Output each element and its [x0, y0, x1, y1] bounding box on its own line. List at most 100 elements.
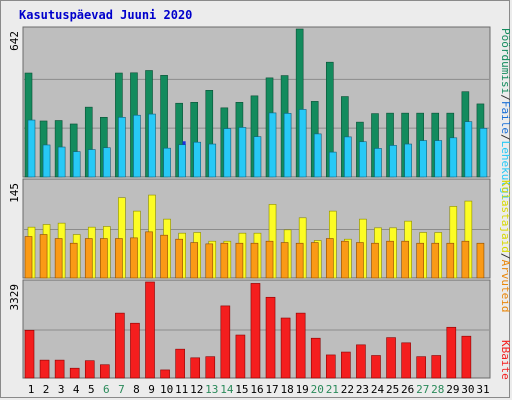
- kbytes-bar: [190, 357, 201, 379]
- kbytes-bar: [295, 312, 306, 379]
- hosts-bar: [295, 242, 304, 279]
- hosts-bar: [220, 242, 229, 279]
- x-tick-label: 2: [43, 383, 50, 396]
- files-bar: [404, 143, 412, 178]
- files-bar: [389, 145, 397, 178]
- kbytes-bar: [115, 312, 125, 379]
- files-bar: [268, 112, 277, 178]
- files-bar: [87, 149, 96, 178]
- right-axis-label-part: /: [499, 253, 512, 260]
- files-bar: [434, 140, 443, 178]
- right-axis-label-part: /: [499, 134, 512, 141]
- kbytes-bar: [356, 344, 366, 379]
- kbytes-bar: [416, 356, 426, 379]
- x-tick-label: 24: [371, 383, 385, 396]
- kbytes-bar: [130, 322, 140, 379]
- x-tick-label: 17: [265, 383, 278, 396]
- files-bar: [208, 143, 217, 178]
- files-bar: [193, 141, 202, 178]
- y-max-label: 145: [8, 183, 21, 203]
- hosts-bar: [190, 242, 199, 279]
- x-tick-label: 10: [160, 383, 173, 396]
- hosts-bar: [84, 238, 93, 279]
- right-axis-label-part: Arvuteid: [499, 259, 512, 312]
- hosts-bar: [461, 240, 470, 279]
- x-tick-label: 15: [235, 383, 248, 396]
- files-bar: [148, 113, 156, 178]
- kbytes-bar: [341, 351, 351, 379]
- x-tick-label: 5: [88, 383, 95, 396]
- x-tick-label: 18: [281, 383, 294, 396]
- hosts-bar: [115, 238, 123, 279]
- kbytes-bar: [84, 360, 95, 379]
- hosts-bar: [160, 234, 168, 279]
- x-tick-label: 19: [296, 383, 309, 396]
- x-tick-label: 11: [175, 383, 188, 396]
- files-bar: [359, 141, 367, 178]
- hosts-bar: [145, 231, 153, 279]
- kbytes-bar: [175, 348, 185, 379]
- kbytes-bar: [160, 369, 170, 379]
- y-max-label: 3329: [8, 284, 21, 311]
- x-tick-label: 23: [356, 383, 369, 396]
- hosts-bar: [280, 242, 289, 279]
- x-tick-label: 8: [133, 383, 140, 396]
- hosts-bar: [130, 237, 138, 279]
- hosts-bar: [356, 242, 364, 279]
- hosts-bar: [416, 242, 424, 279]
- kbytes-bar: [54, 359, 65, 379]
- files-bar: [118, 116, 126, 178]
- hosts-bar: [446, 242, 455, 279]
- kbytes-bar: [69, 367, 80, 379]
- chart-title: Kasutuspäevad Juuni 2020: [19, 8, 193, 22]
- hosts-bar: [386, 240, 394, 279]
- kbytes-bar: [250, 283, 261, 379]
- x-tick-label: 29: [446, 383, 459, 396]
- kbytes-bar: [280, 317, 291, 379]
- kbytes-bar: [371, 355, 381, 379]
- kbytes-bar: [401, 342, 411, 379]
- files-bar: [313, 133, 322, 178]
- x-tick-label: 22: [341, 383, 354, 396]
- kbytes-bar: [265, 296, 276, 379]
- hosts-bar: [325, 238, 334, 279]
- hosts-bar: [431, 242, 440, 279]
- files-bar: [449, 137, 458, 178]
- hosts-bar: [205, 243, 214, 279]
- files-bar: [419, 140, 427, 178]
- kbytes-bar: [310, 337, 321, 379]
- kbytes-bar: [220, 305, 231, 379]
- x-tick-label: 25: [386, 383, 399, 396]
- x-tick-label: 4: [73, 383, 80, 396]
- hosts-bar: [265, 240, 274, 279]
- hosts-bar: [371, 242, 379, 279]
- kbytes-bar: [461, 335, 472, 379]
- files-bar: [133, 114, 141, 178]
- right-axis-label-part: Pöördumisi: [499, 28, 512, 94]
- files-bar: [374, 148, 382, 178]
- files-bar: [27, 119, 36, 178]
- right-axis-label-part: Külastajaid: [499, 180, 512, 253]
- files-bar: [283, 113, 292, 178]
- right-axis-label-middle: Külastajaid/Arvuteid: [499, 180, 512, 312]
- x-tick-label: 6: [103, 383, 110, 396]
- x-tick-label: 30: [461, 383, 474, 396]
- kbytes-bar: [446, 326, 457, 379]
- x-tick-label: 28: [431, 383, 444, 396]
- x-tick-label: 3: [58, 383, 65, 396]
- files-bar: [344, 136, 352, 178]
- files-bar: [178, 144, 186, 178]
- kbytes-bar: [325, 354, 336, 379]
- hosts-bar: [476, 242, 485, 279]
- kbytes-bar: [24, 329, 35, 379]
- y-max-label: 642: [8, 31, 21, 51]
- hosts-bar: [341, 240, 349, 279]
- kbytes-bar: [205, 356, 216, 379]
- x-tick-label: 31: [476, 383, 489, 396]
- right-axis-label-part: Faile: [499, 101, 512, 134]
- hosts-bar: [401, 240, 409, 279]
- files-bar: [223, 128, 232, 178]
- kbytes-bar: [100, 364, 110, 379]
- files-bar: [57, 146, 66, 178]
